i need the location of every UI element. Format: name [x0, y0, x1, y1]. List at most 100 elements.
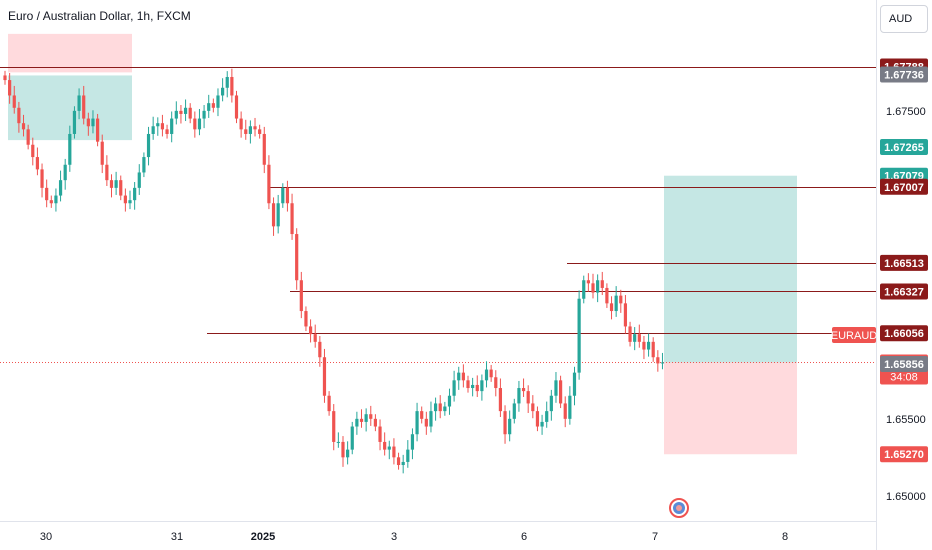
candle[interactable] [508, 410, 512, 442]
candle[interactable] [109, 174, 114, 198]
candle[interactable] [160, 114, 165, 137]
candle[interactable] [156, 117, 160, 136]
candle[interactable] [424, 411, 428, 435]
candle[interactable] [628, 321, 632, 347]
candle[interactable] [392, 438, 396, 465]
candle[interactable] [230, 68, 234, 103]
candle[interactable] [341, 436, 345, 467]
candle[interactable] [369, 405, 373, 426]
candle[interactable] [96, 113, 100, 147]
candle[interactable] [596, 274, 600, 303]
candle[interactable] [183, 99, 188, 122]
candle[interactable] [642, 335, 646, 360]
event-marker-icon[interactable] [669, 498, 689, 518]
candle[interactable] [401, 454, 405, 474]
candle[interactable] [174, 101, 178, 125]
candle[interactable] [433, 397, 438, 421]
candle[interactable] [3, 70, 7, 85]
candle[interactable] [31, 137, 35, 166]
candle[interactable] [45, 179, 49, 208]
candle[interactable] [318, 335, 322, 367]
candle[interactable] [133, 182, 137, 210]
candle[interactable] [179, 105, 183, 124]
candle[interactable] [633, 327, 637, 351]
candle[interactable] [276, 194, 280, 234]
candle[interactable] [40, 163, 44, 198]
candle[interactable] [609, 296, 614, 320]
candle[interactable] [221, 78, 225, 102]
candle[interactable] [128, 190, 132, 210]
candle[interactable] [68, 125, 72, 172]
candle[interactable] [12, 85, 16, 114]
candle[interactable] [271, 197, 276, 236]
candle[interactable] [443, 401, 447, 416]
candle[interactable] [484, 361, 489, 388]
candle[interactable] [572, 366, 577, 406]
candle[interactable] [248, 120, 252, 144]
candle[interactable] [239, 111, 243, 138]
candle[interactable] [406, 440, 410, 468]
candle[interactable] [475, 375, 479, 397]
candle[interactable] [346, 441, 350, 465]
candle[interactable] [415, 402, 419, 442]
candle[interactable] [332, 404, 336, 451]
candle[interactable] [605, 283, 609, 308]
candle[interactable] [364, 408, 368, 432]
candle[interactable] [336, 432, 340, 448]
candle[interactable] [322, 348, 327, 403]
candle[interactable] [383, 432, 387, 456]
candle[interactable] [512, 398, 516, 424]
candle[interactable] [77, 88, 81, 120]
candle[interactable] [447, 388, 452, 415]
candle[interactable] [54, 188, 58, 212]
candle[interactable] [586, 273, 590, 292]
candle[interactable] [313, 324, 317, 348]
candle[interactable] [262, 126, 266, 174]
candle[interactable] [114, 171, 118, 195]
candle[interactable] [461, 364, 465, 388]
candle[interactable] [86, 112, 90, 136]
candle[interactable] [517, 380, 521, 412]
candle[interactable] [480, 374, 484, 401]
candle[interactable] [559, 375, 563, 409]
zone-target[interactable] [664, 175, 797, 363]
candle[interactable] [545, 401, 549, 428]
candle[interactable] [656, 350, 660, 372]
candle[interactable] [549, 389, 553, 421]
candle[interactable] [225, 71, 229, 98]
candle[interactable] [258, 124, 262, 139]
candle[interactable] [471, 377, 475, 397]
candle[interactable] [170, 111, 174, 143]
candle[interactable] [540, 414, 544, 435]
candle[interactable] [82, 85, 86, 125]
candle[interactable] [410, 428, 415, 460]
candle[interactable] [91, 110, 95, 134]
candle[interactable] [378, 419, 382, 451]
candle[interactable] [646, 333, 651, 357]
candle[interactable] [466, 375, 470, 393]
candle[interactable] [244, 119, 248, 140]
candle[interactable] [151, 116, 155, 140]
time-axis[interactable]: 30 31 2025 3 6 7 8 [40, 531, 788, 543]
candle[interactable] [193, 111, 197, 138]
candle[interactable] [498, 378, 503, 417]
candle[interactable] [531, 395, 535, 419]
zone-stop[interactable] [664, 362, 797, 455]
candle[interactable] [72, 106, 77, 139]
candle[interactable] [396, 452, 401, 470]
candle[interactable] [600, 271, 604, 296]
candle[interactable] [49, 195, 53, 208]
candle[interactable] [660, 352, 665, 370]
candle[interactable] [100, 134, 104, 174]
candle[interactable] [63, 158, 67, 190]
candle[interactable] [146, 126, 151, 166]
candle[interactable] [651, 337, 655, 362]
candle[interactable] [197, 109, 202, 136]
candle[interactable] [35, 147, 40, 176]
price-axis[interactable]: 1.67500 1.65500 1.65000 [886, 106, 926, 503]
candle[interactable] [21, 114, 26, 137]
candle[interactable] [568, 386, 572, 425]
candle[interactable] [267, 155, 271, 210]
candle[interactable] [290, 193, 294, 240]
